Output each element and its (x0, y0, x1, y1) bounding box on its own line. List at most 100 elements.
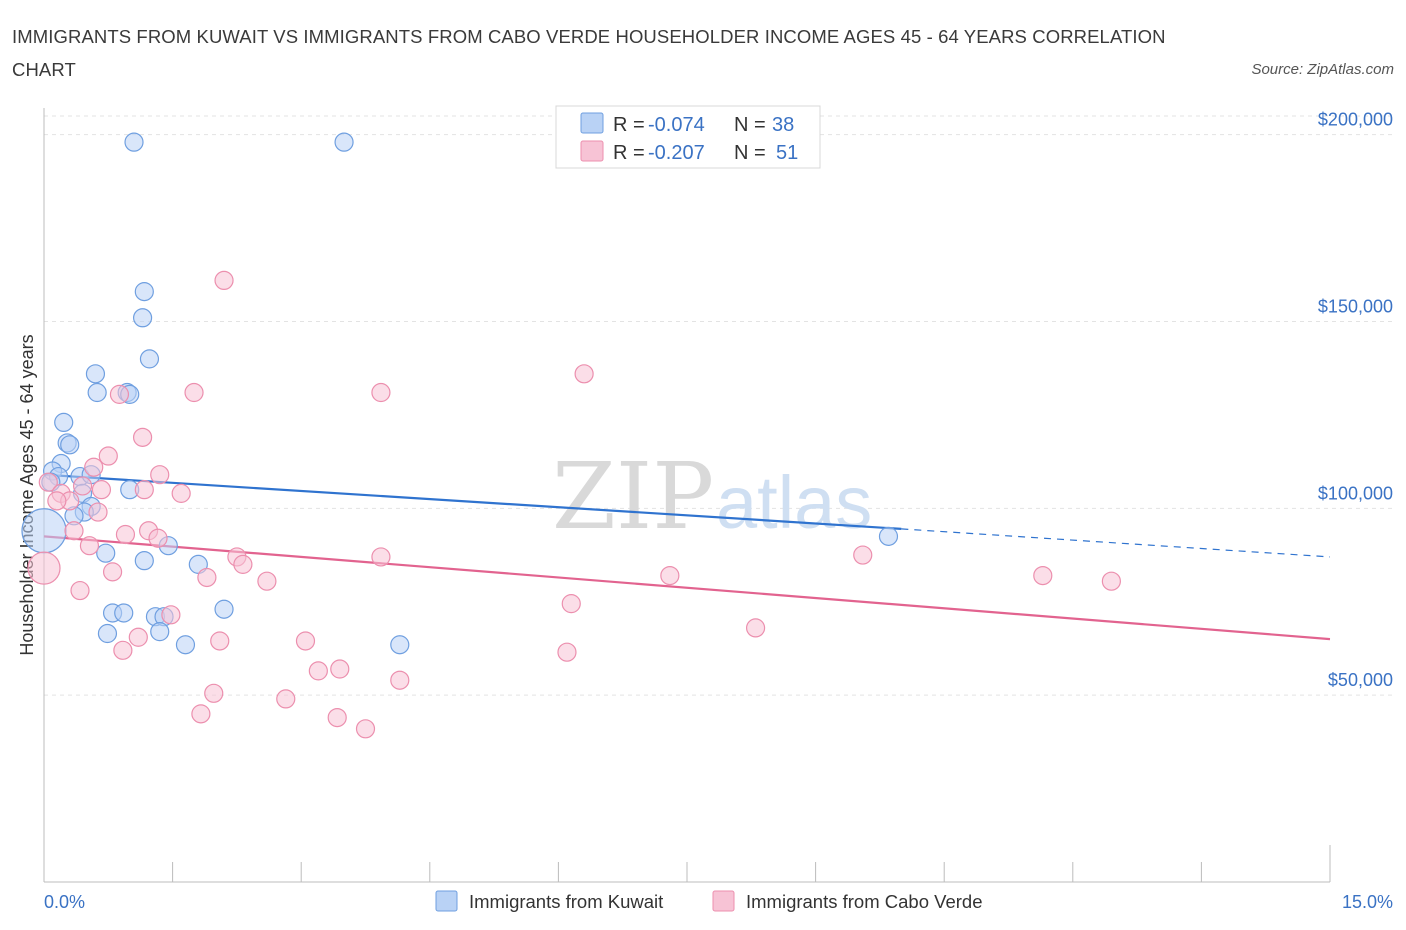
trend-line-kuwait-extrapolated (901, 528, 1331, 558)
point-cabo-verde (276, 689, 296, 709)
point-cabo-verde (210, 631, 230, 651)
legend-n-value-kuwait: 38 (772, 114, 794, 136)
bottom-legend-label-cabo-verde: Immigrants from Cabo Verde (746, 891, 982, 912)
bottom-legend-swatch-cabo-verde (712, 890, 735, 912)
point-cabo-verde (84, 457, 104, 477)
y-tick-labels: $50,000 $100,000 $150,000 $200,000 (1318, 110, 1393, 690)
point-cabo-verde (115, 524, 136, 545)
y-axis-label: Householder Income Ages 45 - 64 years (17, 334, 37, 655)
point-cabo-verde (574, 364, 594, 384)
point-cabo-verde (102, 562, 123, 582)
point-cabo-verde (1033, 565, 1053, 586)
point-cabo-verde (148, 528, 168, 548)
point-kuwait (21, 508, 67, 554)
chart-source: Source: ZipAtlas.com (1251, 61, 1394, 78)
legend-r-value-kuwait: -0.074 (648, 114, 705, 136)
point-kuwait (96, 543, 116, 563)
x-tick-label-min: 0.0% (44, 892, 85, 912)
point-cabo-verde (371, 382, 391, 403)
y-tick-label: $50,000 (1328, 670, 1393, 690)
point-cabo-verde (184, 382, 204, 403)
point-cabo-verde (70, 580, 90, 601)
trend-lines (43, 473, 1331, 641)
point-cabo-verde (150, 465, 170, 485)
point-kuwait (54, 412, 74, 432)
point-cabo-verde (72, 476, 93, 496)
y-tick-label: $200,000 (1318, 110, 1393, 130)
y-tick-label: $100,000 (1318, 483, 1393, 503)
legend-n-label-kuwait: N = (734, 114, 766, 136)
point-cabo-verde (853, 545, 873, 565)
point-cabo-verde (161, 605, 181, 625)
point-kuwait (124, 132, 144, 152)
point-kuwait (114, 603, 134, 623)
legend-swatch-cabo-verde (580, 140, 604, 162)
point-cabo-verde (390, 670, 410, 690)
point-kuwait (214, 599, 234, 619)
point-cabo-verde (295, 631, 316, 651)
point-cabo-verde (308, 661, 328, 681)
y-tick-label: $150,000 (1318, 297, 1393, 317)
point-cabo-verde (327, 707, 347, 728)
point-cabo-verde (134, 480, 154, 500)
point-kuwait (334, 132, 354, 152)
legend-n-label-cabo-verde: N = (734, 142, 766, 164)
point-cabo-verde (113, 640, 133, 660)
point-cabo-verde (197, 567, 217, 588)
point-cabo-verde (27, 551, 61, 585)
point-cabo-verde (204, 683, 224, 703)
point-cabo-verde (38, 472, 58, 492)
point-cabo-verde (1101, 571, 1121, 591)
correlation-legend: R = -0.074 N = 38 R = -0.207 N = 51 (555, 105, 821, 169)
point-kuwait (390, 635, 410, 655)
point-kuwait (139, 349, 160, 369)
point-cabo-verde (660, 565, 680, 586)
legend-swatch-kuwait (580, 112, 604, 134)
point-cabo-verde (745, 618, 766, 638)
chart-title: IMMIGRANTS FROM KUWAIT VS IMMIGRANTS FRO… (12, 26, 1166, 80)
point-cabo-verde (214, 270, 234, 291)
point-kuwait (134, 282, 154, 302)
point-kuwait (132, 308, 153, 328)
point-cabo-verde (171, 483, 191, 503)
point-cabo-verde (355, 719, 376, 739)
watermark-zip: ZIP (552, 443, 714, 550)
series-legend: Immigrants from Kuwait Immigrants from C… (435, 890, 982, 912)
point-kuwait (87, 382, 107, 403)
trend-line-cabo-verde (43, 535, 1331, 641)
bottom-legend-swatch-kuwait (435, 890, 458, 912)
point-cabo-verde (330, 659, 350, 679)
point-cabo-verde (88, 502, 108, 522)
point-kuwait (878, 526, 899, 546)
grid-lines (44, 115, 1393, 696)
point-cabo-verde (98, 446, 118, 466)
point-cabo-verde (191, 704, 211, 724)
point-cabo-verde (561, 594, 581, 614)
point-kuwait (85, 364, 106, 384)
point-cabo-verde (132, 427, 153, 447)
point-cabo-verde (128, 627, 148, 647)
point-cabo-verde (91, 480, 112, 500)
bottom-legend-label-kuwait: Immigrants from Kuwait (469, 891, 663, 912)
legend-r-label-cabo-verde: R = (613, 142, 645, 164)
watermark-atlas: atlas (716, 461, 872, 544)
x-axis-ticks (172, 845, 1331, 882)
x-tick-label-max: 15.0% (1342, 892, 1393, 912)
point-kuwait (134, 551, 154, 571)
point-cabo-verde (109, 384, 130, 404)
data-points (21, 132, 1121, 739)
legend-r-label-kuwait: R = (613, 114, 645, 136)
point-cabo-verde (257, 571, 277, 591)
point-kuwait (150, 622, 170, 642)
point-kuwait (97, 623, 118, 644)
point-cabo-verde (47, 491, 67, 511)
point-cabo-verde (79, 536, 100, 556)
point-cabo-verde (371, 547, 391, 567)
point-cabo-verde (64, 521, 84, 541)
point-cabo-verde (557, 642, 577, 662)
legend-n-value-cabo-verde: 51 (776, 142, 798, 164)
point-kuwait (175, 635, 196, 655)
point-cabo-verde (233, 554, 253, 574)
trend-line-kuwait (43, 473, 902, 530)
